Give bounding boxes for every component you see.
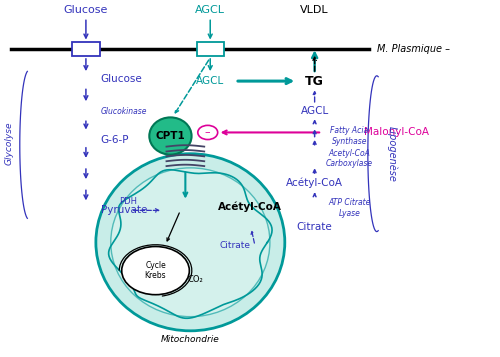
Ellipse shape: [96, 154, 285, 331]
Ellipse shape: [150, 117, 192, 155]
Text: Acetyl-CoA
Carboxylase: Acetyl-CoA Carboxylase: [326, 149, 373, 168]
Text: Fatty Acia
Synthase: Fatty Acia Synthase: [330, 126, 368, 146]
Text: AGCL: AGCL: [300, 106, 329, 116]
Text: ATP Citrate
Lyase: ATP Citrate Lyase: [328, 198, 370, 218]
Text: Glucose: Glucose: [64, 5, 108, 15]
Text: G-6-P: G-6-P: [101, 135, 130, 145]
Text: M. Plasmique –: M. Plasmique –: [377, 44, 450, 54]
Text: TG: TG: [305, 75, 324, 87]
Text: Glycolyse: Glycolyse: [4, 121, 14, 165]
FancyBboxPatch shape: [72, 42, 100, 56]
Text: Glucose: Glucose: [101, 74, 142, 84]
Text: VLDL: VLDL: [300, 5, 329, 15]
Circle shape: [198, 125, 218, 140]
Text: Cycle
Krebs: Cycle Krebs: [144, 261, 167, 280]
Circle shape: [122, 247, 190, 295]
Text: Lipogenèse: Lipogenèse: [386, 126, 397, 182]
Text: Malonyl-CoA: Malonyl-CoA: [364, 127, 430, 137]
Ellipse shape: [111, 168, 270, 317]
Text: CPT1: CPT1: [156, 131, 186, 141]
Text: –: –: [205, 127, 210, 137]
Text: Mitochondrie: Mitochondrie: [161, 335, 220, 344]
Text: Glucokinase: Glucokinase: [101, 107, 148, 116]
FancyBboxPatch shape: [196, 42, 224, 56]
Text: CO₂: CO₂: [188, 275, 203, 284]
Text: AGCL: AGCL: [195, 5, 225, 15]
Text: Acétyl-CoA: Acétyl-CoA: [286, 178, 343, 188]
Text: Citrate: Citrate: [297, 222, 332, 232]
Text: Pyruvate: Pyruvate: [101, 205, 147, 215]
Text: PDH: PDH: [119, 197, 137, 206]
Text: AGCL: AGCL: [196, 76, 224, 86]
Text: Citrate: Citrate: [220, 241, 250, 250]
Text: Acétyl-CoA: Acétyl-CoA: [218, 202, 282, 212]
